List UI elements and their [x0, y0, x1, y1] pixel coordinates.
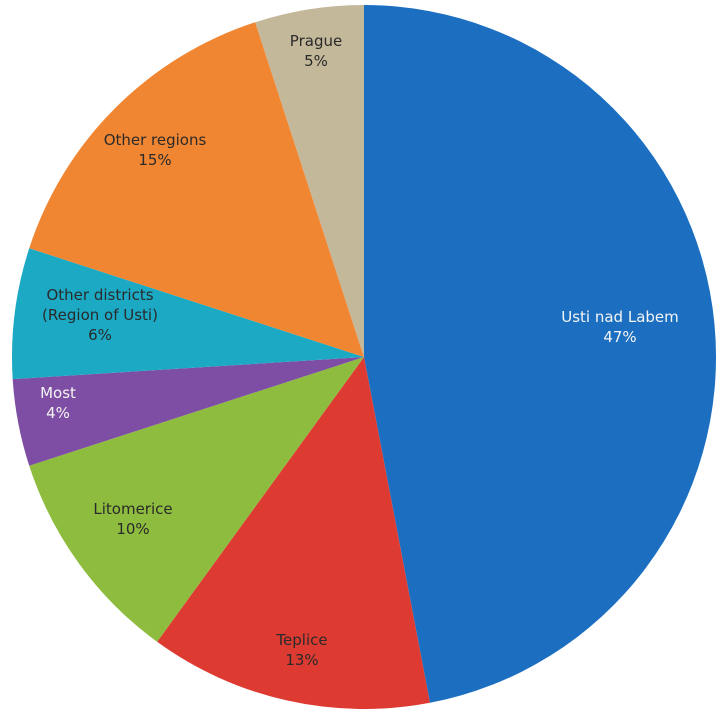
- slice-value-label: 5%: [304, 52, 328, 70]
- slice-label: Teplice 13%: [275, 631, 327, 669]
- pie-slice-other-districts-region-of-usti: [11, 248, 364, 380]
- slice-label: Litomerice 10%: [93, 500, 172, 538]
- slice-label: Other regions 15%: [104, 131, 207, 169]
- slice-name-label: Usti nad Labem: [561, 308, 679, 326]
- pie-slice-usti-nad-labem: [364, 4, 717, 703]
- slice-name-label: Litomerice: [93, 500, 172, 518]
- slice-value-label: 6%: [88, 326, 112, 344]
- slice-name-label: Prague: [290, 32, 342, 50]
- slice-name-label: (Region of Usti): [42, 306, 158, 324]
- slice-value-label: 47%: [603, 328, 636, 346]
- slice-value-label: 15%: [138, 151, 171, 169]
- slice-name-label: Other districts: [46, 286, 153, 304]
- pie-labels: Usti nad Labem 47% Teplice 13% Litomerice 10%…: [40, 32, 679, 669]
- slice-value-label: 4%: [46, 404, 70, 422]
- pie-slice-other-regions: [29, 22, 364, 357]
- pie-slice-most: [12, 357, 364, 466]
- slice-label: Usti nad Labem 47%: [561, 308, 679, 346]
- pie-slice-litomerice: [29, 357, 364, 642]
- pie-slice-teplice: [157, 357, 430, 709]
- pie-slices: [11, 4, 717, 709]
- slice-name-label: Other regions: [104, 131, 207, 149]
- slice-label: Most 4%: [40, 384, 76, 422]
- slice-value-label: 13%: [285, 651, 318, 669]
- slice-name-label: Teplice: [275, 631, 327, 649]
- slice-label: Prague 5%: [290, 32, 342, 70]
- slice-label: Other districts (Region of Usti) 6%: [42, 286, 158, 344]
- slice-value-label: 10%: [116, 520, 149, 538]
- pie-slice-prague: [255, 5, 364, 357]
- slice-name-label: Most: [40, 384, 76, 402]
